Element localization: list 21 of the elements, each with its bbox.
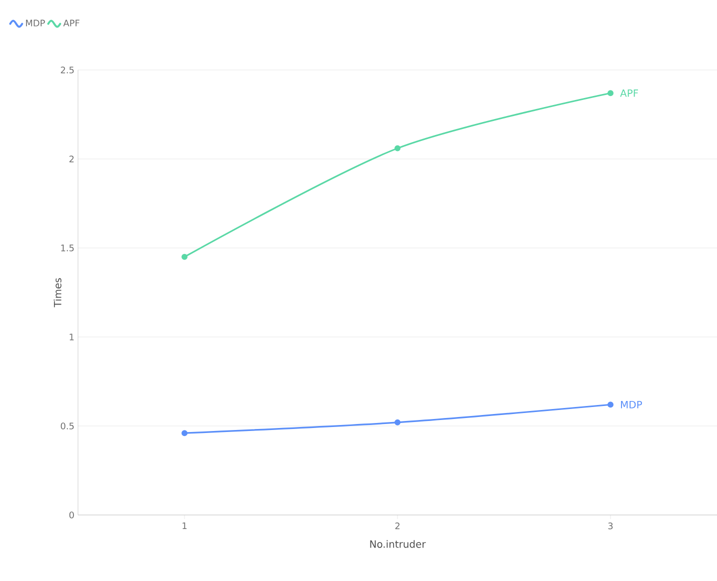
y-tick-label: 2.5 bbox=[60, 66, 74, 74]
legend-label: MDP bbox=[26, 20, 45, 26]
x-tick-label: 2 bbox=[395, 522, 400, 530]
point bbox=[394, 419, 401, 426]
point bbox=[182, 430, 188, 436]
point bbox=[608, 402, 614, 408]
x-tick-label: 1 bbox=[182, 522, 187, 530]
text: MDP bbox=[621, 400, 642, 408]
y-tick-label: 1.5 bbox=[61, 244, 74, 252]
x-axis-title: No.intruder bbox=[370, 540, 426, 548]
legend-label: APF bbox=[63, 20, 80, 26]
point bbox=[394, 145, 401, 152]
point bbox=[182, 254, 188, 260]
y-axis-title: Times bbox=[54, 278, 62, 308]
text: APF bbox=[620, 89, 638, 97]
y-tick-label: 0.5 bbox=[60, 422, 74, 430]
y-tick-label: 1 bbox=[70, 334, 74, 340]
y-tick-label: 2 bbox=[69, 156, 74, 162]
y-tick-label: 0 bbox=[69, 512, 74, 518]
point bbox=[608, 90, 614, 96]
x-tick-label: 3 bbox=[608, 522, 613, 530]
